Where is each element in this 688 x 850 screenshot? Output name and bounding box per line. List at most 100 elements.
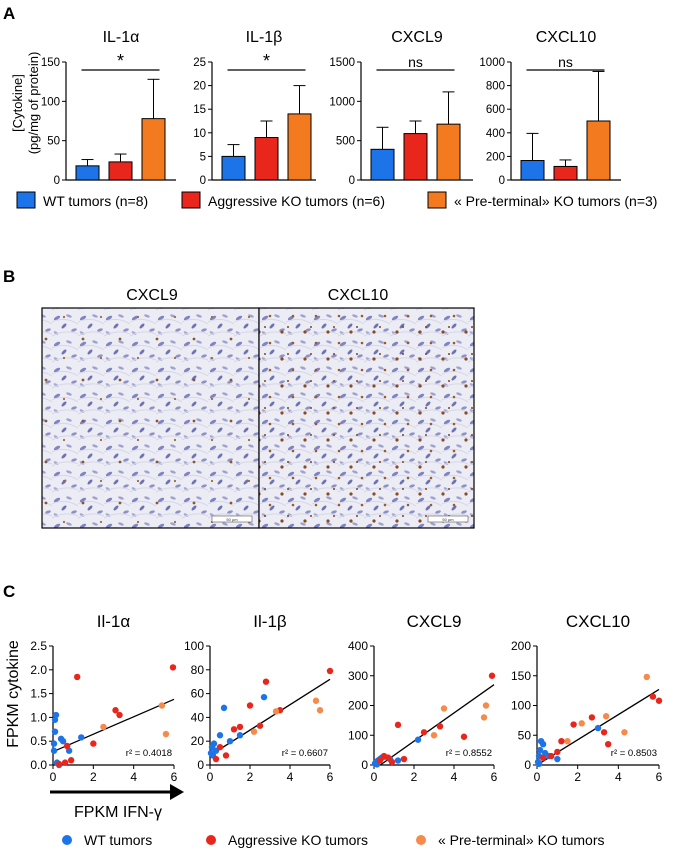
legend-swatch-wt xyxy=(16,191,36,209)
r-squared-label: r² = 0.8503 xyxy=(611,748,657,759)
y-tick-label: 0 xyxy=(349,175,355,187)
scale-bar-label: 50 µm xyxy=(226,517,238,522)
x-tick-label: 0 xyxy=(50,770,57,784)
significance-label: * xyxy=(117,51,124,71)
scatter-point xyxy=(262,678,270,685)
x-tick-label: 4 xyxy=(451,770,458,784)
x-tick-label: 4 xyxy=(130,770,137,784)
scatter-point xyxy=(400,755,408,763)
panel-label-c: C xyxy=(3,582,15,601)
scatter-point xyxy=(535,760,543,768)
y-tick-label: 100 xyxy=(348,728,368,742)
scatter-point xyxy=(112,707,119,714)
scatter-point xyxy=(539,740,547,748)
bar-charts: IL-1α 0 50 100 150 * IL-1β 0 5 10 15 20 25 * CXCL9 0 500… xyxy=(41,29,621,187)
y-tick-label: 80 xyxy=(191,663,205,677)
legend-swatch-preterminal xyxy=(427,191,447,209)
significance-label: ns xyxy=(558,54,573,70)
scatter-point xyxy=(250,728,258,735)
scatter-point xyxy=(554,748,561,756)
scatter-point xyxy=(246,702,254,709)
micrograph-cxcl10: 50 µm xyxy=(258,307,475,529)
y-tick-label: 15 xyxy=(193,104,206,116)
scatter-point xyxy=(480,714,488,721)
bar xyxy=(370,148,395,181)
fit-line xyxy=(52,698,175,753)
scatter-point xyxy=(210,740,218,747)
chart-title: IL-1β xyxy=(246,29,283,46)
fit-line xyxy=(379,684,495,766)
scatter-point xyxy=(312,697,320,704)
scatter-point xyxy=(436,723,444,730)
legend-dot-preterminal xyxy=(416,835,426,845)
scatter-point xyxy=(74,673,81,681)
scatter-point xyxy=(220,704,228,712)
scatter-point xyxy=(216,743,224,751)
legend-swatch-aggressive xyxy=(181,191,201,209)
chart-title: Il-1α xyxy=(97,612,131,631)
scatter-point xyxy=(67,757,75,764)
micrograph-cxcl9: 50 µm xyxy=(41,307,260,529)
bar xyxy=(254,137,279,181)
r-squared-label: r² = 0.4018 xyxy=(126,748,172,759)
scatter-point xyxy=(420,729,428,736)
x-tick-label: 4 xyxy=(615,770,622,784)
y-tick-label: 400 xyxy=(348,639,368,653)
chart-title: IL-1α xyxy=(103,29,140,46)
y-tick-label: 0 xyxy=(499,175,505,187)
x-tick-label: 0 xyxy=(534,770,541,784)
panel-label-a: A xyxy=(3,4,15,23)
scatter-point xyxy=(460,733,468,740)
y-tick-label: 1000 xyxy=(329,96,355,108)
scatter-point xyxy=(63,742,71,750)
legend-label-wt: WT tumors (n=8) xyxy=(43,193,148,209)
scatter-point xyxy=(570,721,577,728)
y-tick-label: 100 xyxy=(184,639,204,653)
micrograph-label-cxcl10: CXCL10 xyxy=(328,287,389,304)
scatter-point xyxy=(158,702,166,709)
bar xyxy=(586,120,611,181)
y-tick-label: 50 xyxy=(47,136,60,148)
chart-title: CXCL10 xyxy=(566,612,630,631)
scatter-xlabel: FPKM IFN-γ xyxy=(74,804,162,821)
y-tick-label: 20 xyxy=(193,81,206,93)
y-tick-label: 5 xyxy=(200,151,206,163)
bar xyxy=(287,113,312,181)
y-tick-label: 400 xyxy=(486,128,505,140)
scale-bar xyxy=(211,515,253,523)
scatter-point xyxy=(230,726,238,733)
y-tick-label: 50 xyxy=(518,728,532,742)
chart-title: CXCL9 xyxy=(407,612,462,631)
panel-a-ylabel-2: (pg/mg of protein) xyxy=(26,52,41,155)
scatter-point xyxy=(50,747,58,754)
y-tick-label: 60 xyxy=(191,687,205,701)
y-tick-label: 2.5 xyxy=(30,639,47,653)
legend-label-aggressive: Aggressive KO tumors (n=6) xyxy=(208,193,385,209)
scatter-point xyxy=(548,752,555,760)
y-tick-label: 200 xyxy=(511,639,531,653)
bar xyxy=(520,160,545,181)
y-tick-label: 100 xyxy=(41,96,60,108)
bar-chart-1: IL-1α 0 50 100 150 * xyxy=(41,29,176,187)
bar-chart-4: CXCL10 0 200 400 600 800 1000 ns xyxy=(479,29,621,187)
bar xyxy=(221,155,246,181)
scatter-point xyxy=(388,758,396,766)
x-tick-label: 0 xyxy=(207,770,214,784)
scatter-point xyxy=(256,722,264,729)
y-tick-label: 25 xyxy=(193,57,206,69)
scatter-point xyxy=(216,732,224,739)
scatter-point xyxy=(430,732,438,739)
scale-bar xyxy=(427,515,469,523)
x-tick-label: 6 xyxy=(656,770,663,784)
scatter-point xyxy=(222,752,230,759)
scatter-point xyxy=(55,760,63,768)
scatter-chart-2: Il-1β 0 20 40 60 80 100 0 2 4 6 r² = 0.6607 xyxy=(184,612,334,784)
scatter-point xyxy=(326,667,334,675)
y-tick-label: 150 xyxy=(511,669,531,683)
r-squared-label: r² = 0.6607 xyxy=(282,748,328,759)
arrow-head-icon xyxy=(170,784,184,800)
scatter-point xyxy=(162,730,170,738)
bar xyxy=(436,123,461,181)
chart-title: CXCL10 xyxy=(536,29,597,46)
